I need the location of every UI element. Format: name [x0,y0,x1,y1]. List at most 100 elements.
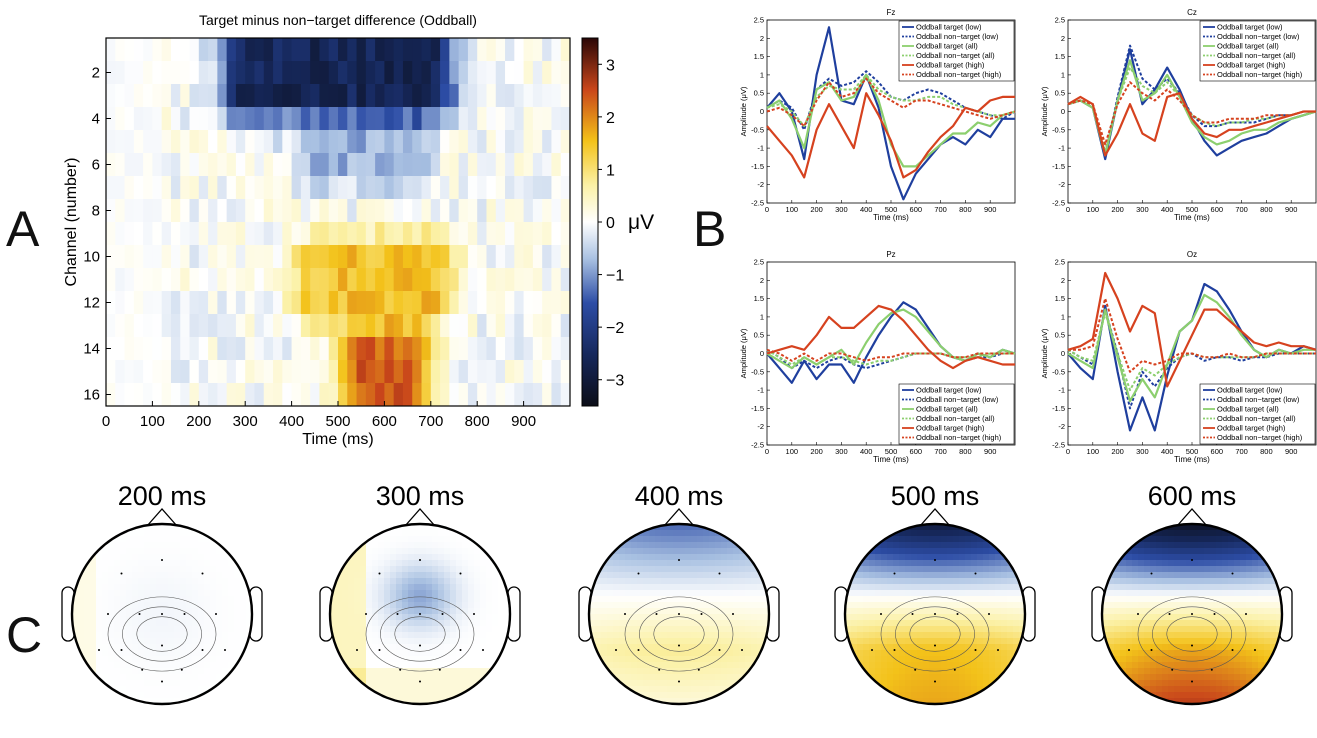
topomap-cell [474,626,481,633]
topomap-cell [198,674,205,681]
topomap-cell [857,620,864,627]
heatmap-cell [198,153,209,177]
topomap-cell [905,584,912,591]
heatmap-cell [208,222,218,246]
topomap-cell [342,524,349,531]
heatmap-cell [551,153,562,177]
topomap-cell [384,596,391,603]
heatmap-cell [161,268,172,292]
topomap-cell [102,614,109,621]
topomap-cell [402,530,409,537]
topomap-cell [965,530,972,537]
topomap-cell [504,572,510,579]
topomap-cell [1156,536,1163,543]
heatmap-cell [375,383,385,406]
heatmap-cell [412,107,423,131]
topomap-cell [444,602,451,609]
topomap-cell [875,524,882,531]
topomap-cell [420,530,427,537]
topomap-cell [204,698,211,704]
topomap-cell [504,680,510,687]
topomap-cell [857,590,864,597]
heatmap-cell [152,383,163,406]
topomap-cell [595,668,602,675]
topomap-cell [162,638,169,645]
topomap-cell [679,608,686,615]
topomap-cell [709,692,716,699]
topomap-cell [414,572,421,579]
heatmap-cell [440,176,450,200]
topomap-cell [619,560,626,567]
topomap-cell [745,638,752,645]
topomap-cell [222,626,229,633]
heatmap-cell [217,107,228,131]
topomap-cell [72,680,79,687]
heatmap-cell [328,130,339,154]
topomap-cell [450,578,457,585]
topomap-cell [156,536,163,543]
topomap-cell [691,578,698,585]
x-tick-label: 900 [984,447,997,456]
topomap-cell [474,620,481,627]
topomap-cell [186,560,193,567]
heatmap-cell [523,176,534,200]
heatmap-cell [412,199,423,223]
panel-letter-c: C [6,607,42,663]
topomap-cell [384,626,391,633]
topomap-cell [174,530,181,537]
heatmap-cell [347,222,358,246]
topomap-cell [474,662,481,669]
topomap-cell [138,596,145,603]
topomap-cell [733,554,740,561]
heatmap-cell [291,268,302,292]
topomap-cell [679,626,686,633]
topomap-cell [402,548,409,555]
topomap-cell [971,662,978,669]
topomap-cell [432,578,439,585]
heatmap-cell [208,291,218,315]
topomap-cell [384,692,391,699]
topomap-cell [899,632,906,639]
topomap-cell [342,536,349,543]
topomap-cell [845,566,852,573]
contour-line [380,606,460,662]
topomap-cell [935,602,942,609]
topomap-cell [450,590,457,597]
heatmap-cell [477,337,487,361]
topomap-cell [631,524,638,531]
topomap-cell [661,590,668,597]
topomap-cell [721,674,728,681]
topomap-cell [342,584,349,591]
topomap-cell [613,608,620,615]
topomap-cell [661,686,668,693]
heatmap-cell [161,222,172,246]
topomap-cell [444,656,451,663]
topomap-cell [396,650,403,657]
topomap-cell [444,548,451,555]
heatmap-cell [505,337,515,361]
topomap-cell [240,644,247,651]
heatmap-cell [505,314,515,338]
heatmap-cell [532,360,543,384]
topomap-cell [661,632,668,639]
x-tick-label: 300 [1136,205,1149,214]
x-tick-label: 700 [934,205,947,214]
topomap-cell [198,554,205,561]
topomap-cell [941,614,948,621]
heatmap-cell [245,222,255,246]
topomap-cell [685,572,692,579]
y-tick-label: 0.5 [1055,89,1065,98]
topomap-cell [216,548,223,555]
topomap-cell [697,590,704,597]
heatmap-cell [235,360,246,384]
topomap-cell [649,572,656,579]
topomap-cell [114,614,121,621]
topomap-cell [366,620,373,627]
topomap-cell [673,584,680,591]
topomap-cell [923,638,930,645]
topomap-cell [342,620,349,627]
topomap-cell [929,584,936,591]
topomap-cell [168,650,175,657]
topomap-cell [384,542,391,549]
topomap-cell [649,620,656,627]
